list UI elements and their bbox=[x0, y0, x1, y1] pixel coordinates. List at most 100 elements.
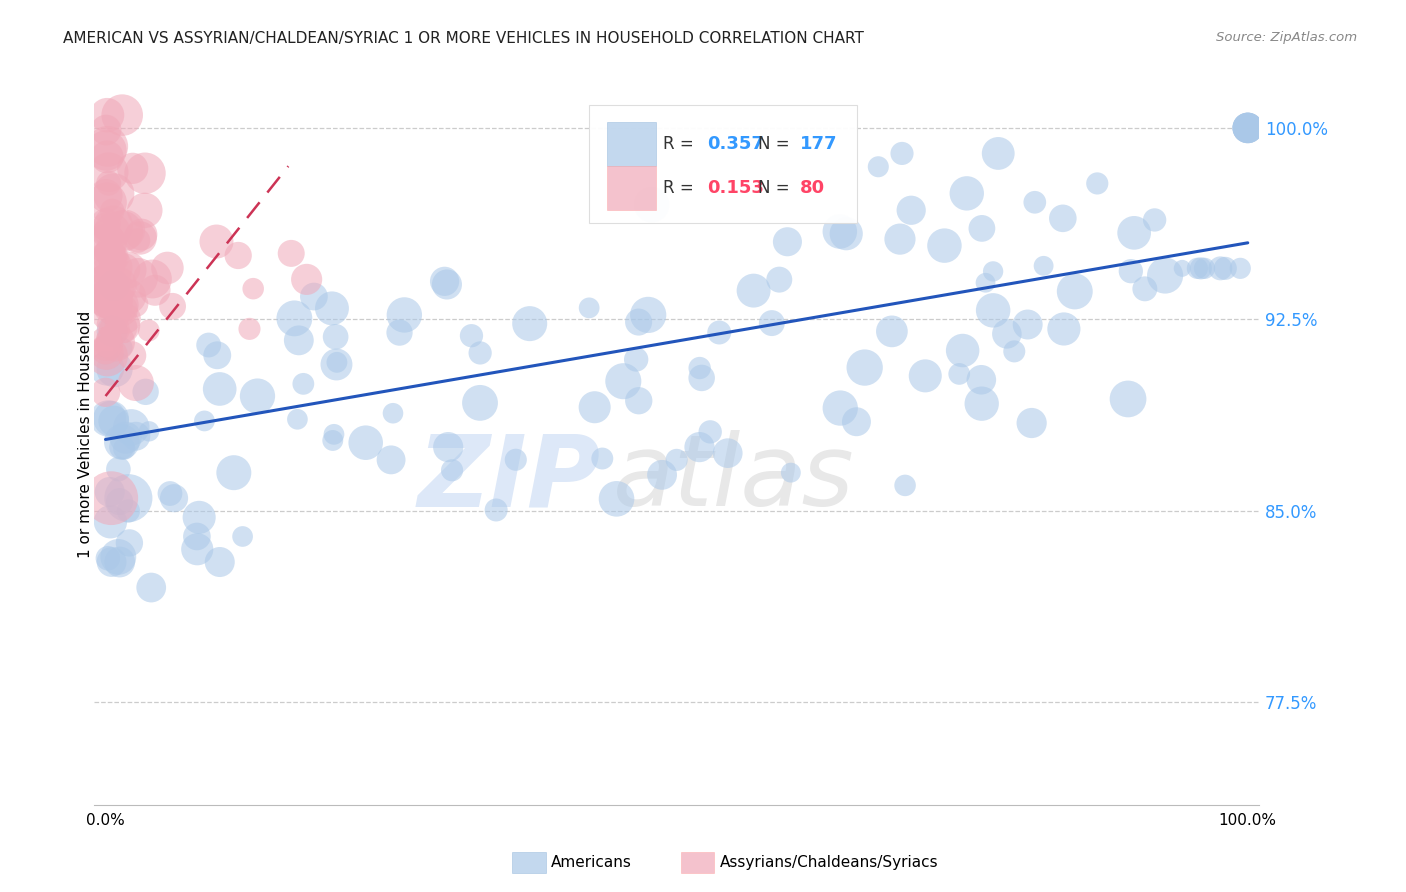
Point bbox=[120, 420, 142, 434]
Point bbox=[124, 297, 146, 311]
Point bbox=[433, 274, 456, 288]
Point bbox=[97, 332, 120, 346]
Point bbox=[232, 529, 254, 543]
Point bbox=[159, 486, 181, 500]
Point bbox=[101, 293, 124, 307]
Point bbox=[1236, 120, 1258, 135]
Point bbox=[578, 301, 600, 315]
Point bbox=[96, 361, 118, 376]
Point bbox=[118, 536, 141, 550]
Point bbox=[1236, 120, 1258, 135]
Point bbox=[441, 463, 464, 477]
Point bbox=[207, 348, 229, 362]
Point bbox=[1236, 120, 1258, 135]
Text: Source: ZipAtlas.com: Source: ZipAtlas.com bbox=[1216, 31, 1357, 45]
Point bbox=[94, 343, 117, 358]
Point bbox=[1052, 211, 1074, 226]
Point bbox=[1143, 213, 1166, 227]
Point bbox=[637, 308, 659, 322]
Point bbox=[134, 166, 156, 180]
Point bbox=[956, 186, 979, 201]
Point bbox=[1187, 261, 1209, 276]
Point bbox=[995, 326, 1018, 341]
Point bbox=[394, 308, 416, 322]
Point bbox=[163, 491, 186, 505]
Point bbox=[627, 315, 650, 329]
Point bbox=[460, 328, 482, 343]
Point bbox=[131, 227, 153, 242]
Point bbox=[1236, 120, 1258, 135]
Point bbox=[97, 411, 120, 425]
Point bbox=[94, 217, 117, 231]
Point bbox=[107, 278, 129, 293]
Point bbox=[96, 150, 118, 164]
Point bbox=[709, 326, 731, 340]
Point bbox=[1085, 177, 1108, 191]
Point bbox=[1236, 120, 1258, 135]
Point bbox=[127, 270, 149, 285]
Point bbox=[1236, 120, 1258, 135]
Point bbox=[295, 272, 318, 286]
Point bbox=[776, 235, 799, 249]
Point bbox=[287, 412, 309, 426]
Point bbox=[1236, 120, 1258, 135]
Point bbox=[779, 466, 801, 480]
Point bbox=[970, 221, 993, 235]
Point bbox=[485, 503, 508, 517]
Point bbox=[1236, 120, 1258, 135]
Point bbox=[103, 219, 125, 233]
Point bbox=[583, 401, 606, 415]
Point bbox=[125, 429, 148, 443]
Point bbox=[135, 384, 157, 399]
Point bbox=[117, 289, 139, 303]
Point bbox=[94, 227, 117, 241]
Point bbox=[112, 262, 135, 277]
Point bbox=[1236, 120, 1258, 135]
Point bbox=[103, 260, 125, 275]
Point bbox=[101, 224, 124, 238]
Point bbox=[437, 440, 460, 454]
Point bbox=[1236, 120, 1258, 135]
Point bbox=[1236, 120, 1258, 135]
Point bbox=[1236, 120, 1258, 135]
Point bbox=[103, 186, 125, 201]
Point bbox=[94, 277, 117, 292]
Point bbox=[914, 368, 936, 383]
Point bbox=[114, 223, 136, 237]
Point bbox=[1213, 261, 1236, 276]
Point bbox=[1116, 392, 1139, 406]
Point bbox=[129, 231, 152, 245]
Point bbox=[845, 415, 868, 429]
Point bbox=[226, 248, 249, 262]
Point bbox=[117, 263, 139, 277]
Point bbox=[103, 414, 125, 428]
Point bbox=[103, 322, 125, 336]
Point bbox=[101, 297, 124, 311]
Point bbox=[103, 278, 125, 293]
Point bbox=[100, 555, 122, 569]
Text: atlas: atlas bbox=[613, 430, 855, 527]
Point bbox=[108, 555, 131, 569]
Point bbox=[96, 289, 118, 303]
Point bbox=[1236, 120, 1258, 135]
FancyBboxPatch shape bbox=[607, 166, 655, 210]
Point bbox=[699, 425, 721, 439]
Point bbox=[689, 361, 711, 376]
Point bbox=[110, 302, 132, 317]
Point bbox=[107, 549, 129, 564]
Point bbox=[519, 317, 541, 331]
Point bbox=[1236, 120, 1258, 135]
Point bbox=[388, 326, 411, 340]
Point bbox=[100, 515, 122, 529]
Point bbox=[94, 189, 117, 203]
Point bbox=[1236, 120, 1258, 135]
Point bbox=[889, 232, 911, 246]
Point bbox=[624, 352, 647, 367]
Point bbox=[100, 303, 122, 318]
Point bbox=[325, 330, 347, 344]
Point bbox=[1032, 259, 1054, 273]
Point bbox=[1236, 120, 1258, 135]
Point bbox=[111, 341, 134, 355]
Point bbox=[612, 374, 634, 388]
Point bbox=[111, 321, 134, 335]
